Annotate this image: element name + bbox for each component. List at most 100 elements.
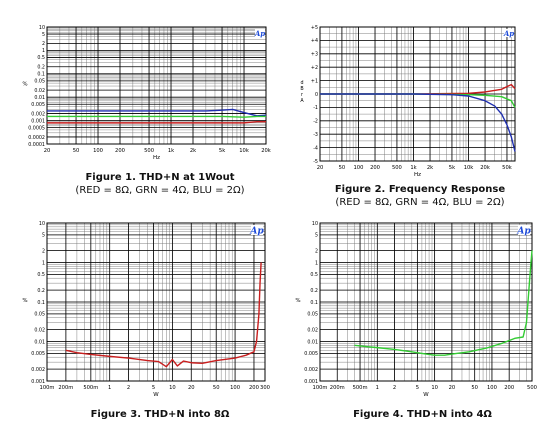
fig4-x-tick-label: 10 <box>431 385 438 391</box>
fig4-x-tick-label: 500 <box>527 385 537 391</box>
fig1-y-tick-label: 0.01 <box>34 95 45 101</box>
fig4-chart: 100m 200m 500m 1 2 5 10 20 50 100 200 500 10 5 2 1 0.5 0.… <box>295 221 537 398</box>
fig2-y-tick-label: -3 <box>313 132 318 138</box>
fig3-x-tick-label: 100m <box>40 385 55 391</box>
fig3-logo-bg <box>251 225 263 235</box>
fig2-x-tick-label: 100 <box>354 165 364 171</box>
fig2-y-tick-label: -2 <box>313 119 318 125</box>
fig4-series-green <box>354 250 533 356</box>
figure-3-caption: Figure 3. THD+N into 8Ω <box>40 408 280 421</box>
fig4-y-tick-label: 0.002 <box>304 367 318 373</box>
fig1-y-tick-label: 5 <box>42 32 45 38</box>
fig4-frame <box>319 222 533 382</box>
fig2-y-axis-label: d <box>300 80 303 86</box>
fig3-x-tick-label: 200 <box>249 385 259 391</box>
fig2-y-tick-label: -4 <box>313 145 318 151</box>
figure-2-caption: Figure 2. Frequency Response (RED = 8Ω, … <box>295 183 545 209</box>
fig1-x-tick-label: 20 <box>44 148 51 154</box>
fig4-logo-bg <box>518 225 530 235</box>
fig1-ap-logo: Ap <box>254 29 265 38</box>
fig4-y-tick-label: 0.005 <box>304 351 318 357</box>
fig4-x-tick-label: 200m <box>330 385 345 391</box>
fig2-y-tick-label: +4 <box>311 38 318 44</box>
fig4-y-tick-label: 0.001 <box>304 379 318 385</box>
fig2-y-tick-label: -5 <box>313 159 318 165</box>
figure-1-subtitle: (RED = 8Ω, GRN = 4Ω, BLU = 2Ω) <box>75 185 245 196</box>
fig1-x-tick-label: 50 <box>73 148 80 154</box>
fig2-x-tick-label: 50k <box>502 165 512 171</box>
fig3-y-tick-label: 0.5 <box>37 272 45 278</box>
fig1-y-tick-label: 0.0002 <box>28 135 45 141</box>
fig4-x-tick-label: 2 <box>393 385 396 391</box>
fig1-y-axis-label: % <box>22 82 27 88</box>
fig3-y-tick-label: 1 <box>42 260 45 266</box>
fig4-x-tick-label: 100m <box>313 385 328 391</box>
fig1-x-tick-label: 10k <box>239 148 249 154</box>
fig4-y-tick-label: 10 <box>312 221 318 227</box>
fig2-y-tick-label: +5 <box>311 25 318 31</box>
fig4-ap-logo: Ap <box>516 227 531 237</box>
fig4-y-tick-label: 2 <box>315 248 318 254</box>
fig4-y-tick-label: 5 <box>315 233 318 239</box>
fig3-chart: 100m 200m 500m 1 2 5 10 20 50 100 200 300 10 5 2 1 0.5 0.… <box>22 221 270 398</box>
fig3-x-tick-label: 200m <box>58 385 73 391</box>
fig1-x-tick-label: 1k <box>168 148 174 154</box>
fig2-y-tick-label: 0 <box>315 92 318 98</box>
fig1-x-tick-label: 2k <box>190 148 196 154</box>
fig1-y-tick-label: 0.0001 <box>28 142 45 148</box>
fig2-x-tick-label: 5k <box>449 165 455 171</box>
fig4-y-tick-label: 0.1 <box>310 300 318 306</box>
fig4-x-tick-label: 1 <box>376 385 379 391</box>
fig3-y-tick-label: 0.005 <box>31 351 45 357</box>
fig2-x-tick-label: 200 <box>370 165 380 171</box>
fig1-chart: 20 50 100 200 500 1k 2k 5k 10k 20k105210.50.20.10… <box>22 25 270 161</box>
fig3-y-tick-label: 0.05 <box>34 312 45 318</box>
fig4-y-axis-label: % <box>295 298 300 304</box>
fig2-y-tick-label: +2 <box>311 65 318 71</box>
fig4-x-tick-label: 100 <box>487 385 497 391</box>
figure-1-caption: Figure 1. THD+N at 1Wout (RED = 8Ω, GRN … <box>40 171 280 197</box>
fig2-y-tick-label: -1 <box>313 105 318 111</box>
fig2-x-tick-label: 2k <box>427 165 433 171</box>
fig3-y-axis-label: % <box>22 298 27 304</box>
fig2-x-tick-label: 50 <box>339 165 346 171</box>
fig1-x-tick-label: 100 <box>93 148 103 154</box>
fig1-y-tick-label: 0.02 <box>34 88 45 94</box>
fig1-y-tick-label: 0.001 <box>31 118 45 124</box>
fig1-y-tick-label: 0.002 <box>31 111 45 117</box>
fig1-x-tick-label: 200 <box>115 148 125 154</box>
fig1-y-tick-label: 0.2 <box>37 65 45 71</box>
fig1-y-tick-label: 0.05 <box>34 79 45 85</box>
fig2-x-tick-label: 1k <box>410 165 416 171</box>
fig3-y-tick-label: 2 <box>42 248 45 254</box>
figure-2-subtitle: (RED = 8Ω, GRN = 4Ω, BLU = 2Ω) <box>335 197 505 208</box>
fig3-y-tick-label: 10 <box>39 221 45 227</box>
fig3-x-tick-label: 20 <box>188 385 195 391</box>
fig2-y-axis-label: r <box>301 92 303 98</box>
fig2-x-tick-label: 10k <box>464 165 474 171</box>
fig3-y-tick-label: 0.1 <box>37 300 45 306</box>
fig4-y-tick-label: 0.02 <box>307 327 318 333</box>
fig2-x-tick-label: 20 <box>317 165 324 171</box>
figure-4-caption: Figure 4. THD+N into 4Ω <box>300 408 545 421</box>
fig1-frame <box>46 26 267 145</box>
fig2-y-axis-label: A <box>300 98 304 104</box>
fig3-x-tick-label: 50 <box>213 385 220 391</box>
fig4-y-tick-label: 1 <box>315 260 318 266</box>
fig1-y-tick-label: 1 <box>42 48 45 54</box>
fig1-plot-area <box>47 27 266 144</box>
fig2-y-axis-label: B <box>300 86 303 92</box>
fig4-x-tick-label: 50 <box>471 385 478 391</box>
fig1-x-tick-label: 500 <box>144 148 154 154</box>
figure-3-title: Figure 3. THD+N into 8Ω <box>90 409 230 420</box>
fig1-y-tick-label: 0.005 <box>31 102 45 108</box>
fig2-ap-logo: Ap <box>503 29 514 38</box>
fig3-x-tick-label: 5 <box>152 385 155 391</box>
fig1-y-tick-label: 10 <box>39 25 45 31</box>
fig3-y-tick-label: 0.01 <box>34 339 45 345</box>
fig1-logo-bg <box>255 29 265 37</box>
fig3-y-tick-label: 0.001 <box>31 379 45 385</box>
fig2-y-tick-label: +1 <box>311 78 318 84</box>
fig3-x-tick-label: 1 <box>108 385 111 391</box>
fig3-y-tick-label: 5 <box>42 233 45 239</box>
